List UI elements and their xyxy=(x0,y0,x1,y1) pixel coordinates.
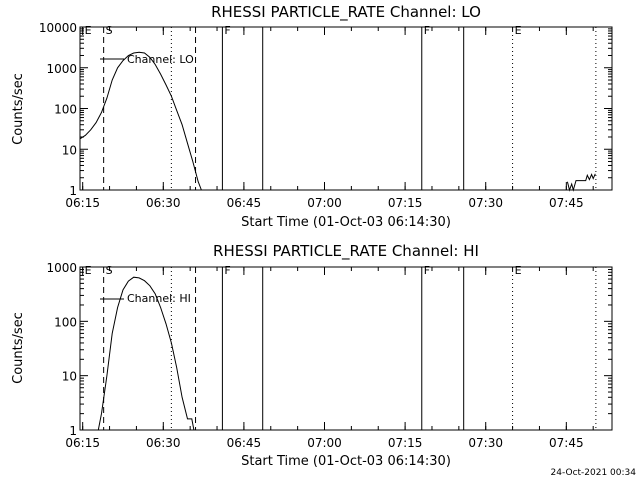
chart-1-plot-frame xyxy=(79,26,613,191)
chart-2-xlabel: Start Time (01-Oct-03 06:14:30) xyxy=(241,454,451,469)
chart-1-series-line xyxy=(79,51,202,191)
chart-2-marker-label: S xyxy=(106,264,113,277)
chart-1-xtick-label: 07:45 xyxy=(549,196,584,210)
chart-1-legend-label: Channel: LO xyxy=(127,53,194,66)
chart-2-ytick-label: 1000 xyxy=(46,261,77,275)
chart-1-ytick-label: 10000 xyxy=(39,21,77,35)
chart-2-marker-label: F xyxy=(424,264,430,277)
chart-2-plot-frame xyxy=(79,266,613,431)
chart-2-ytick-label: 100 xyxy=(54,315,77,329)
chart-1-xtick-label: 06:15 xyxy=(65,196,100,210)
chart-2-ylabel: Counts/sec xyxy=(11,312,26,384)
chart-1-marker-label: S xyxy=(106,24,113,37)
chart-2-xtick-label: 07:30 xyxy=(468,436,503,450)
footer-timestamp: 24-Oct-2021 00:34 xyxy=(550,468,636,478)
chart-1-marker-label: F xyxy=(224,24,230,37)
chart-2-xtick-label: 06:15 xyxy=(65,436,100,450)
chart-1-xtick-label: 07:15 xyxy=(388,196,423,210)
chart-2-xtick-label: 07:15 xyxy=(388,436,423,450)
chart-1-title: RHESSI PARTICLE_RATE Channel: LO xyxy=(211,3,481,22)
chart-2-marker-label: F xyxy=(224,264,230,277)
chart-1-ytick-label: 100 xyxy=(54,103,77,117)
chart-1-xtick-label: 06:30 xyxy=(146,196,181,210)
chart-2-xtick-label: 07:45 xyxy=(549,436,584,450)
chart-1-ytick-label: 1000 xyxy=(46,62,77,76)
chart-1-xtick-label: 06:45 xyxy=(227,196,262,210)
chart-1-marker-label: E xyxy=(85,24,92,37)
chart-2-title: RHESSI PARTICLE_RATE Channel: HI xyxy=(213,242,479,261)
chart-2-ytick-label: 10 xyxy=(62,370,77,384)
chart-1-ylabel: Counts/sec xyxy=(11,73,26,145)
chart-1-ytick-label: 10 xyxy=(62,143,77,157)
chart-2-ytick-label: 1 xyxy=(69,424,77,438)
chart-2-series-line xyxy=(97,276,195,431)
chart-1-series-line xyxy=(566,173,596,192)
chart-2-xtick-label: 07:00 xyxy=(307,436,342,450)
chart-1-marker-label: E xyxy=(515,24,522,37)
chart-2-legend-label: Channel: HI xyxy=(127,292,191,305)
chart-2-xtick-label: 06:45 xyxy=(227,436,262,450)
chart-1-xlabel: Start Time (01-Oct-03 06:14:30) xyxy=(241,215,451,230)
chart-2-xtick-label: 06:30 xyxy=(146,436,181,450)
chart-2-marker-label: E xyxy=(515,264,522,277)
chart-2-marker-label: E xyxy=(85,264,92,277)
chart-1-xtick-label: 07:30 xyxy=(468,196,503,210)
chart-1-ytick-label: 1 xyxy=(69,184,77,198)
chart-1-xtick-label: 07:00 xyxy=(307,196,342,210)
chart-1-marker-label: F xyxy=(424,24,430,37)
